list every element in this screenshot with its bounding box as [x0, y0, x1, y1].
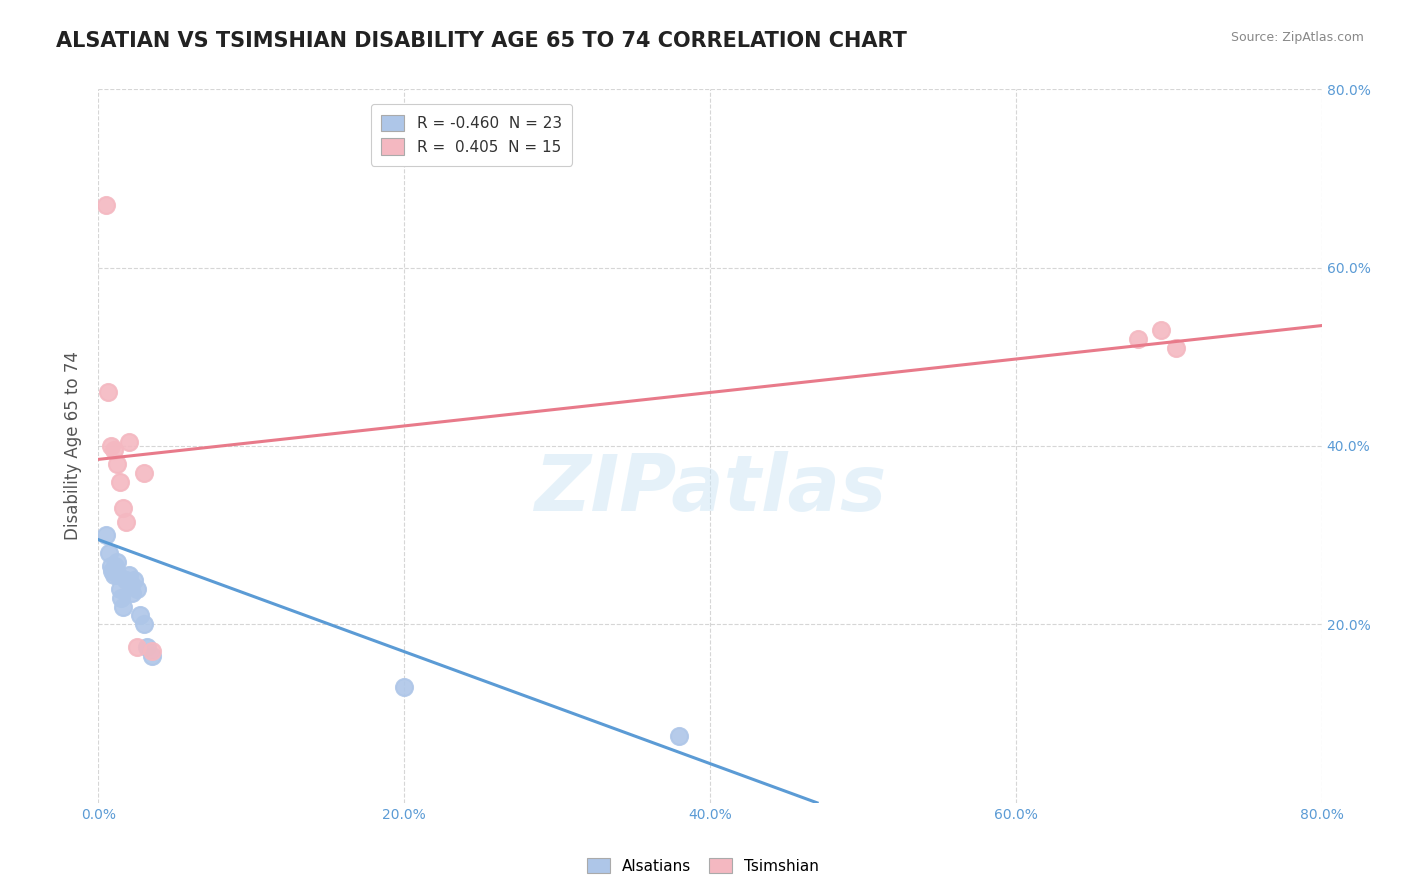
Point [94, 528, 117, 542]
Point [105, 457, 128, 471]
Point [111, 501, 134, 516]
Point [110, 591, 132, 605]
Point [121, 586, 143, 600]
Point [111, 599, 134, 614]
Point [1128, 332, 1150, 346]
Text: Source: ZipAtlas.com: Source: ZipAtlas.com [1230, 31, 1364, 45]
Point [103, 568, 125, 582]
Point [125, 640, 148, 654]
Point [104, 559, 127, 574]
Point [103, 443, 125, 458]
Point [120, 577, 142, 591]
Y-axis label: Disability Age 65 to 74: Disability Age 65 to 74 [65, 351, 83, 541]
Point [668, 729, 690, 743]
Point [108, 475, 131, 489]
Point [136, 640, 159, 654]
Point [122, 573, 145, 587]
Point [115, 515, 138, 529]
Point [100, 439, 122, 453]
Point [134, 466, 156, 480]
Point [115, 573, 138, 587]
Point [134, 617, 156, 632]
Point [128, 608, 150, 623]
Point [392, 680, 416, 694]
Point [125, 582, 148, 596]
Legend: R = -0.460  N = 23, R =  0.405  N = 15: R = -0.460 N = 23, R = 0.405 N = 15 [371, 104, 572, 166]
Point [108, 582, 131, 596]
Point [1150, 323, 1173, 337]
Point [1166, 341, 1188, 355]
Point [107, 568, 129, 582]
Legend: Alsatians, Tsimshian: Alsatians, Tsimshian [581, 852, 825, 880]
Point [97, 385, 120, 400]
Point [105, 555, 128, 569]
Point [141, 648, 163, 663]
Point [118, 434, 141, 449]
Text: ZIPatlas: ZIPatlas [534, 450, 886, 527]
Point [98, 546, 121, 560]
Text: ALSATIAN VS TSIMSHIAN DISABILITY AGE 65 TO 74 CORRELATION CHART: ALSATIAN VS TSIMSHIAN DISABILITY AGE 65 … [56, 31, 907, 51]
Point [101, 564, 124, 578]
Point [118, 568, 141, 582]
Point [100, 559, 122, 574]
Point [141, 644, 163, 658]
Point [94, 198, 117, 212]
